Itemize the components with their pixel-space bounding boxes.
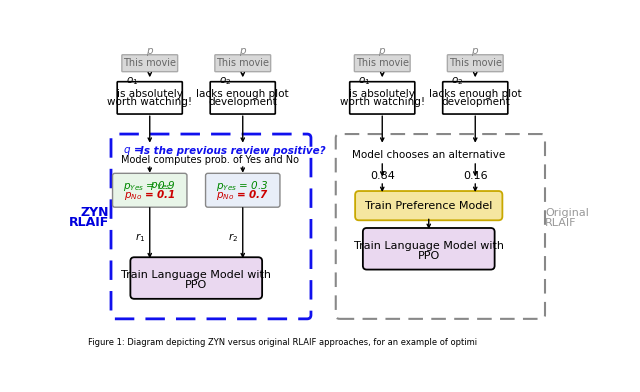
Text: This movie: This movie: [356, 58, 409, 68]
Text: $r_1$: $r_1$: [135, 232, 145, 244]
Text: development: development: [441, 98, 509, 107]
Text: Train Preference Model: Train Preference Model: [365, 201, 492, 211]
Text: PPO: PPO: [185, 280, 207, 290]
Text: lacks enough plot: lacks enough plot: [429, 89, 522, 99]
Text: $o_2$: $o_2$: [219, 75, 231, 87]
Text: development: development: [209, 98, 277, 107]
Text: ZYN: ZYN: [81, 206, 109, 219]
Text: $p$: $p$: [471, 46, 479, 58]
Text: RLAIF: RLAIF: [69, 216, 109, 229]
FancyBboxPatch shape: [117, 82, 182, 114]
Text: 0.16: 0.16: [463, 171, 488, 181]
Text: is absolutely: is absolutely: [117, 89, 182, 99]
Text: $p$: $p$: [378, 46, 387, 58]
Text: Is the previous review positive?: Is the previous review positive?: [140, 146, 326, 156]
FancyBboxPatch shape: [355, 55, 410, 72]
Text: $p_{Yes}$ = 0.9: $p_{Yes}$ = 0.9: [124, 179, 176, 192]
Text: $p_{No}$ = 0.1: $p_{No}$ = 0.1: [124, 188, 176, 202]
Text: $p$: $p$: [146, 46, 154, 58]
Text: Model chooses an alternative: Model chooses an alternative: [352, 150, 506, 160]
Text: Figure 1: Diagram depicting ZYN versus original RLAIF approaches, for an example: Figure 1: Diagram depicting ZYN versus o…: [88, 338, 477, 347]
Text: lacks enough plot: lacks enough plot: [196, 89, 289, 99]
FancyBboxPatch shape: [210, 82, 275, 114]
FancyBboxPatch shape: [443, 82, 508, 114]
Text: Train Language Model with: Train Language Model with: [354, 241, 504, 251]
FancyBboxPatch shape: [205, 173, 280, 207]
FancyBboxPatch shape: [447, 55, 503, 72]
Text: $q$ =: $q$ =: [123, 145, 143, 157]
Text: Original: Original: [545, 208, 589, 218]
FancyBboxPatch shape: [122, 55, 178, 72]
Text: RLAIF: RLAIF: [545, 218, 577, 228]
Text: $p_{No}$ = 0.7: $p_{No}$ = 0.7: [216, 188, 269, 202]
Text: $p$: $p$: [239, 46, 247, 58]
Text: This movie: This movie: [216, 58, 269, 68]
Text: $o_1$: $o_1$: [358, 75, 371, 87]
FancyBboxPatch shape: [113, 173, 187, 207]
FancyBboxPatch shape: [349, 82, 415, 114]
FancyBboxPatch shape: [215, 55, 271, 72]
Text: This movie: This movie: [124, 58, 176, 68]
Text: is absolutely: is absolutely: [349, 89, 415, 99]
Text: $o_2$: $o_2$: [451, 75, 463, 87]
FancyBboxPatch shape: [363, 228, 495, 270]
Text: $r_2$: $r_2$: [228, 232, 239, 244]
Text: $o_1$: $o_1$: [125, 75, 138, 87]
Text: This movie: This movie: [449, 58, 502, 68]
Text: Train Language Model with: Train Language Model with: [121, 270, 271, 280]
FancyBboxPatch shape: [131, 257, 262, 299]
Text: Model computes prob. of Yes and No: Model computes prob. of Yes and No: [121, 155, 300, 165]
Text: $p_{Yes}$ = 0.3: $p_{Yes}$ = 0.3: [216, 179, 269, 192]
Text: worth watching!: worth watching!: [107, 98, 192, 107]
FancyBboxPatch shape: [355, 191, 502, 220]
Text: PPO: PPO: [418, 251, 440, 261]
Text: worth watching!: worth watching!: [340, 98, 425, 107]
Text: $p_{Yes}$: $p_{Yes}$: [150, 180, 171, 192]
Text: 0.84: 0.84: [370, 171, 395, 181]
